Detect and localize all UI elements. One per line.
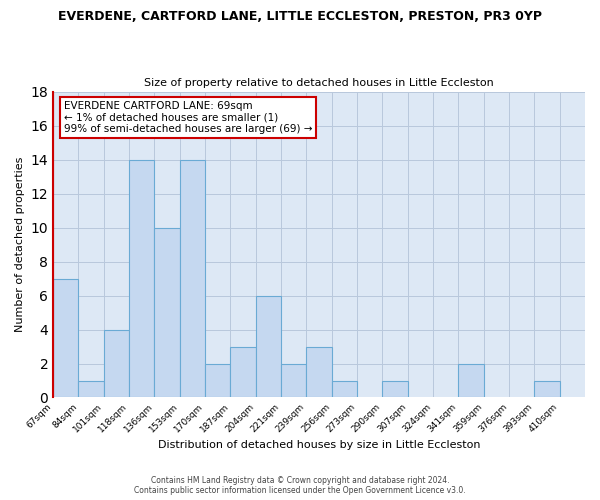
Title: Size of property relative to detached houses in Little Eccleston: Size of property relative to detached ho… bbox=[144, 78, 494, 88]
Bar bbox=[307, 346, 332, 398]
Bar bbox=[281, 364, 307, 398]
Bar bbox=[129, 160, 154, 398]
Bar bbox=[180, 160, 205, 398]
X-axis label: Distribution of detached houses by size in Little Eccleston: Distribution of detached houses by size … bbox=[158, 440, 481, 450]
Y-axis label: Number of detached properties: Number of detached properties bbox=[15, 157, 25, 332]
Text: EVERDENE CARTFORD LANE: 69sqm
← 1% of detached houses are smaller (1)
99% of sem: EVERDENE CARTFORD LANE: 69sqm ← 1% of de… bbox=[64, 100, 313, 134]
Bar bbox=[104, 330, 129, 398]
Bar bbox=[458, 364, 484, 398]
Text: Contains HM Land Registry data © Crown copyright and database right 2024.
Contai: Contains HM Land Registry data © Crown c… bbox=[134, 476, 466, 495]
Bar bbox=[535, 380, 560, 398]
Bar bbox=[205, 364, 230, 398]
Bar bbox=[230, 346, 256, 398]
Bar bbox=[382, 380, 408, 398]
Bar bbox=[256, 296, 281, 398]
Bar bbox=[53, 278, 79, 398]
Bar bbox=[79, 380, 104, 398]
Bar bbox=[332, 380, 357, 398]
Text: EVERDENE, CARTFORD LANE, LITTLE ECCLESTON, PRESTON, PR3 0YP: EVERDENE, CARTFORD LANE, LITTLE ECCLESTO… bbox=[58, 10, 542, 23]
Bar bbox=[154, 228, 180, 398]
